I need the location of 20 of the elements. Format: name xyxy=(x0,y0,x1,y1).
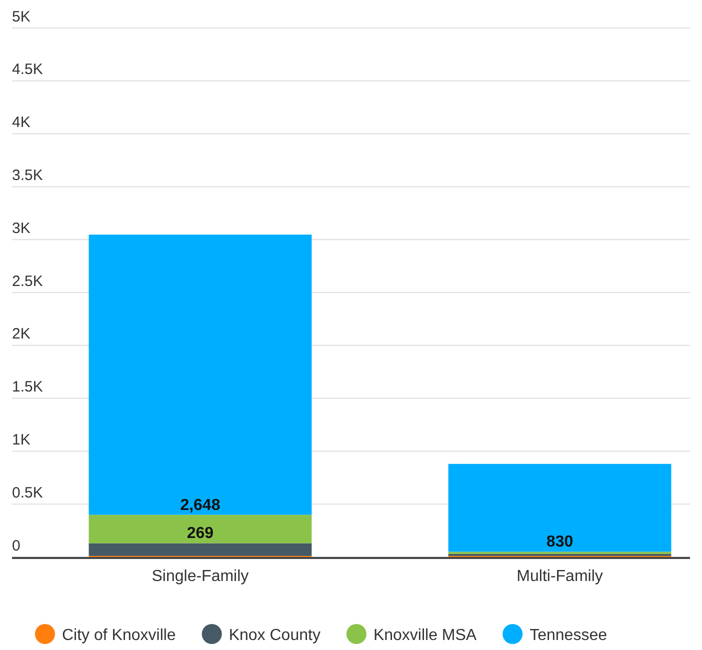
y-tick-label: 0.5K xyxy=(12,484,43,502)
y-tick-label: 3.5K xyxy=(12,166,43,184)
y-tick-label: 1K xyxy=(12,431,30,448)
y-tick-label: 1.5K xyxy=(12,378,43,396)
y-tick-label: 4K xyxy=(12,114,30,132)
y-tick-label: 0 xyxy=(12,537,20,554)
legend-label: City of Knoxville xyxy=(62,627,176,644)
legend-label: Tennessee xyxy=(530,627,608,644)
y-tick-label: 3K xyxy=(12,220,30,237)
legend-label: Knoxville MSA xyxy=(373,627,477,644)
x-tick-label: Multi-Family xyxy=(516,568,603,585)
legend-label: Knox County xyxy=(228,627,320,644)
y-tick-label: 4.5K xyxy=(12,61,43,78)
x-tick-label: Single-Family xyxy=(152,568,249,585)
y-tick-label: 2.5K xyxy=(12,272,43,290)
data-label: 830 xyxy=(546,534,574,551)
data-label: 269 xyxy=(186,525,214,542)
y-tick-label: 2K xyxy=(12,326,30,343)
data-label: 2,648 xyxy=(180,496,220,514)
y-tick-label: 5K xyxy=(12,8,30,26)
